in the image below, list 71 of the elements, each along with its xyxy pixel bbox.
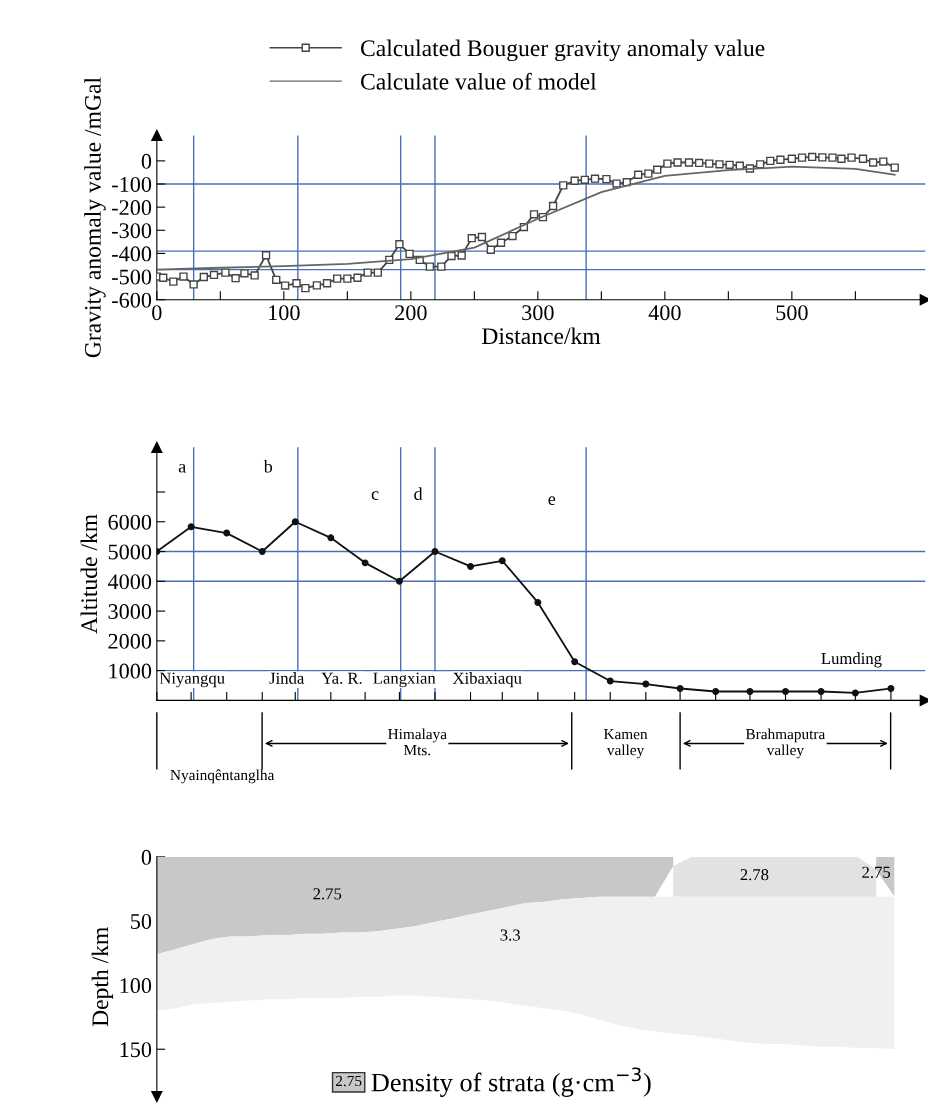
annotation: 2.75: [862, 866, 891, 878]
y-tick-label: -200: [112, 200, 152, 216]
point: [746, 688, 754, 695]
text: Kamen valley: [603, 729, 648, 759]
point: [291, 518, 299, 526]
point: [712, 688, 720, 695]
y-tick-label: 3000: [108, 604, 152, 620]
annotation: Xibaxiaqu: [452, 672, 522, 688]
y-tick-label: -600: [112, 292, 152, 308]
annotation: Lumding: [821, 652, 882, 668]
x-tick-label: 0: [152, 305, 162, 321]
x-tick-label: 400: [648, 305, 681, 321]
y-tick-label: 4000: [107, 574, 152, 590]
annotation: c: [371, 491, 379, 500]
point: [676, 685, 684, 692]
y-tick-label: 100: [120, 978, 152, 994]
y-tick-label: -400: [112, 246, 152, 262]
annotation: 3.3: [500, 929, 520, 941]
y-tick-label: -100: [112, 176, 152, 192]
point: [817, 688, 825, 695]
x-tick-label: 300: [522, 305, 554, 321]
point: [467, 562, 475, 570]
point: [498, 557, 506, 565]
annotation: e: [548, 496, 556, 505]
point: [606, 677, 614, 685]
annotation: Langxian: [373, 672, 436, 688]
point: [642, 680, 650, 688]
y-tick-label: -300: [112, 223, 152, 239]
point: [534, 598, 542, 606]
y-tick-label: 150: [120, 1042, 152, 1058]
legend-label: Calculate value of model: [360, 72, 597, 90]
annotation: a: [178, 463, 186, 473]
annotation: 2.78: [740, 869, 769, 881]
y-tick-label: 0: [141, 849, 152, 865]
y-axis-title: Depth /km: [91, 927, 114, 1027]
annotation: d: [414, 487, 423, 500]
y-tick-label: -500: [112, 269, 152, 285]
annotation: 2.75: [313, 888, 342, 900]
y-tick-label: 0: [141, 153, 152, 169]
annotation: 2.75: [335, 1075, 362, 1087]
point: [258, 548, 266, 556]
y-tick-label: 50: [131, 913, 152, 929]
y-axis-title: Gravity anomaly value /mGal: [84, 77, 106, 358]
point: [851, 689, 859, 697]
annotation: Niyangqu: [159, 672, 225, 688]
annotation: Ya. R.: [321, 672, 362, 684]
point: [887, 685, 895, 692]
y-tick-label: 5000: [108, 544, 152, 560]
point: [327, 534, 335, 542]
annotation: Jinda: [269, 672, 305, 684]
x-axis-title: Distance/km: [482, 327, 601, 345]
legend-label: Calculated Bouguer gravity anomaly value: [360, 39, 765, 62]
x-tick-label: 500: [776, 305, 808, 321]
text: Himalaya Mts.: [388, 728, 447, 756]
x-tick-label: 100: [269, 305, 300, 321]
y-tick-label: 2000: [108, 633, 152, 649]
x-tick-label: 200: [395, 305, 427, 321]
annotation: Density of strata (g·cm$^{−3}$): [371, 1067, 651, 1097]
point: [223, 529, 231, 537]
point: [782, 688, 789, 695]
y-tick-label: 1000: [109, 663, 152, 679]
y-axis-title: Altitude /km: [80, 514, 98, 634]
point: [571, 658, 579, 666]
point: [187, 523, 195, 531]
point: [431, 548, 439, 556]
text: Brahmaputra valley: [745, 728, 826, 759]
text: Nyainqêntanglha: [170, 769, 275, 784]
annotation: b: [263, 459, 273, 473]
point: [361, 559, 369, 567]
y-tick-label: 6000: [108, 514, 152, 530]
point: [395, 577, 403, 585]
